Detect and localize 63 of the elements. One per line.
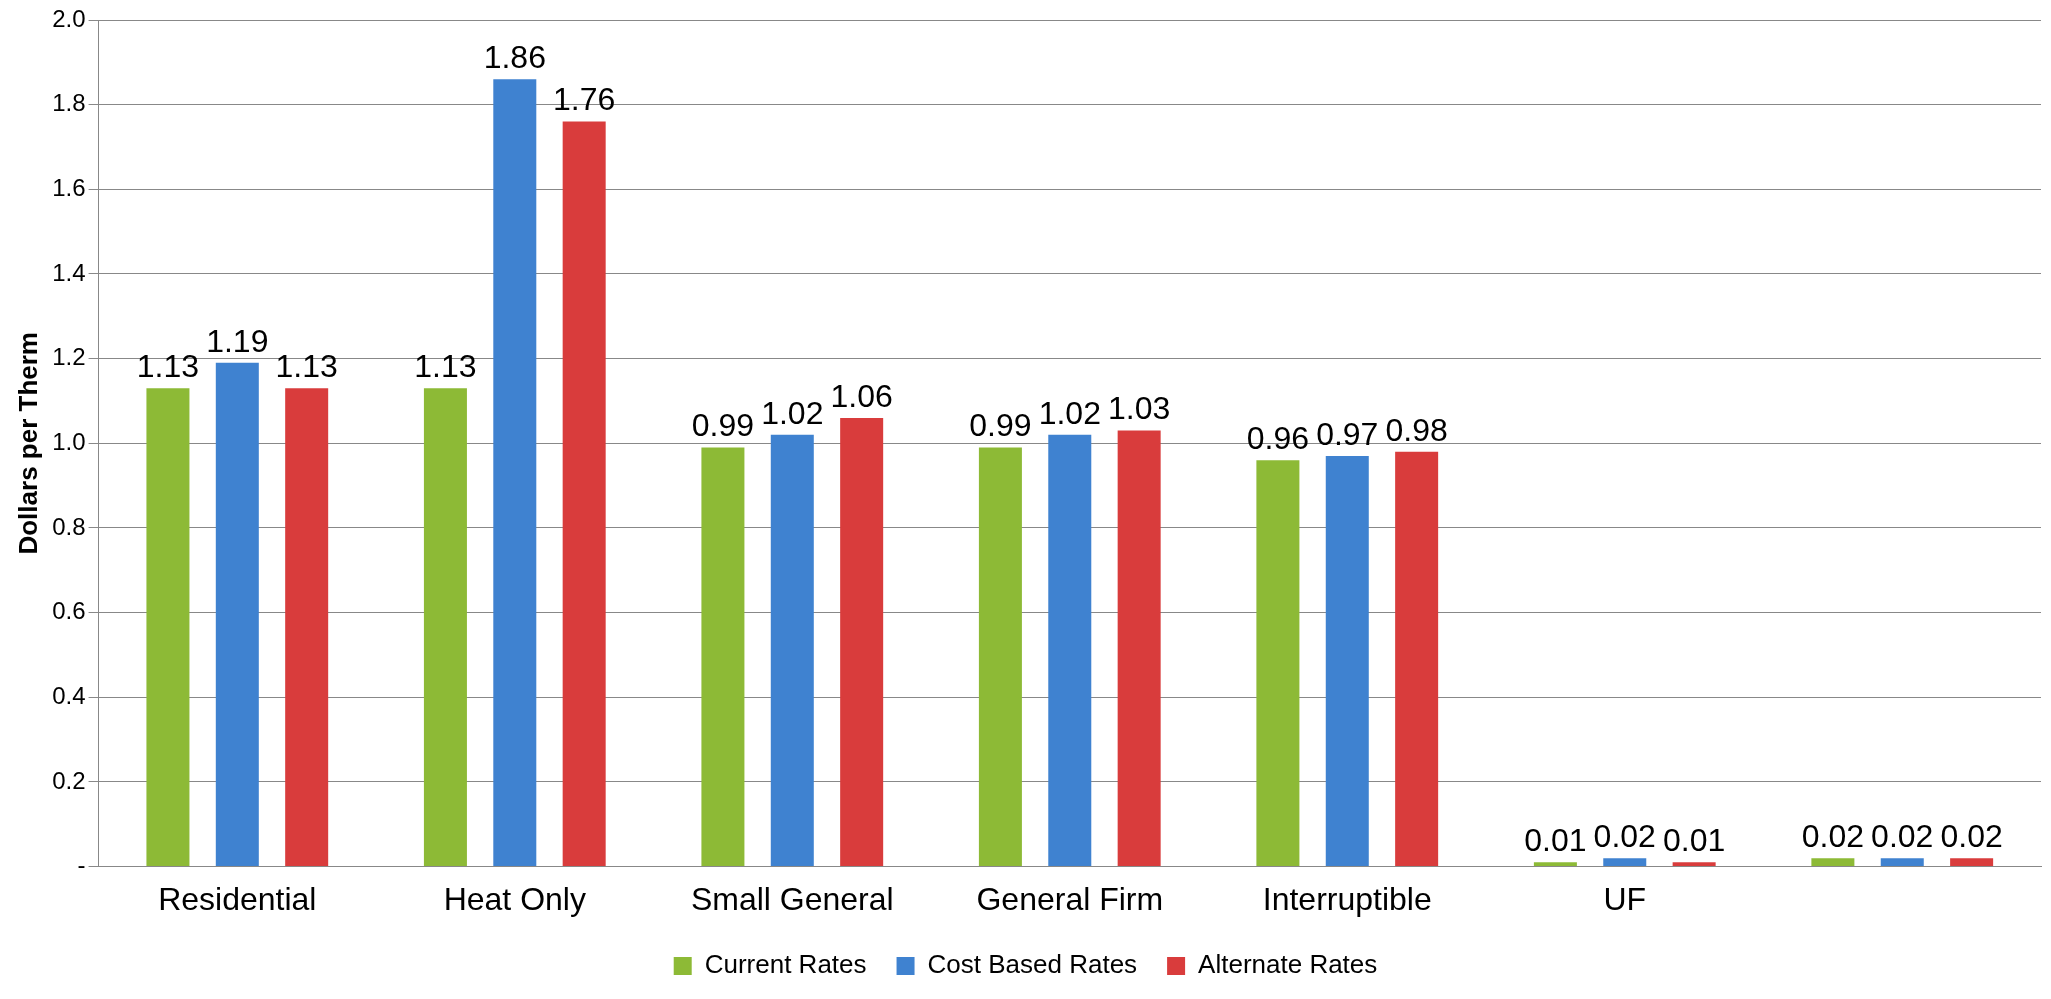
data-label: 0.02	[1593, 817, 1656, 854]
bar	[1048, 434, 1092, 867]
bar	[285, 388, 329, 867]
data-label: 0.98	[1385, 411, 1448, 448]
x-tick-label: General Firm	[976, 880, 1164, 917]
data-label: 1.19	[206, 322, 269, 359]
bar	[1256, 460, 1300, 867]
data-label: 1.06	[830, 377, 893, 414]
x-tick-label: Heat Only	[443, 880, 586, 917]
data-label: 1.13	[275, 348, 338, 385]
bar	[146, 388, 190, 867]
y-tick-label: 1.4	[52, 258, 86, 286]
x-tick-label: UF	[1603, 880, 1647, 917]
data-label: 1.86	[483, 39, 546, 76]
bar	[840, 417, 884, 867]
data-label: 0.02	[1801, 817, 1865, 854]
bar	[215, 362, 259, 867]
bar	[1950, 858, 1994, 867]
data-label: 0.02	[1940, 817, 2003, 854]
y-tick-label: -	[77, 851, 86, 879]
bar	[1325, 456, 1369, 867]
bar	[770, 434, 814, 867]
bar	[1811, 858, 1855, 867]
data-label: 0.01	[1663, 822, 1726, 859]
legend-label: Cost Based Rates	[927, 949, 1138, 980]
data-label: 1.13	[136, 348, 200, 385]
data-label: 0.97	[1316, 415, 1379, 452]
bar	[1395, 451, 1439, 867]
legend-label: Alternate Rates	[1198, 949, 1378, 980]
data-label: 1.76	[553, 81, 616, 118]
x-tick-label: Interruptible	[1262, 880, 1432, 917]
data-label: 0.01	[1524, 822, 1587, 859]
bar	[1603, 858, 1647, 867]
y-tick-label: 0.6	[52, 597, 86, 625]
bar	[423, 388, 467, 867]
data-label: 1.02	[761, 394, 824, 431]
data-label: 1.13	[414, 348, 477, 385]
bar	[701, 447, 745, 867]
bar	[1880, 858, 1924, 867]
y-axis-title: Dollars per Therm	[12, 332, 43, 555]
y-tick-label: 1.0	[52, 427, 86, 455]
bar	[493, 79, 537, 867]
y-tick-label: 2.0	[52, 4, 86, 32]
bar	[978, 447, 1022, 867]
bar	[1672, 862, 1716, 867]
data-label: 0.96	[1246, 420, 1310, 457]
y-tick-label: 1.8	[52, 89, 86, 117]
x-tick-label: Small General	[690, 880, 894, 917]
y-tick-label: 0.4	[52, 681, 86, 709]
data-label: 0.02	[1871, 817, 1934, 854]
bar	[562, 121, 606, 867]
y-tick-label: 0.8	[52, 512, 86, 540]
bar	[1117, 430, 1161, 867]
data-label: 0.99	[691, 407, 755, 444]
legend-label: Current Rates	[704, 949, 867, 980]
y-tick-label: 1.2	[52, 343, 86, 371]
x-tick-label: Residential	[158, 880, 317, 917]
data-label: 0.99	[969, 407, 1032, 444]
data-label: 1.03	[1108, 390, 1171, 427]
y-tick-label: 1.6	[52, 173, 86, 201]
data-label: 1.02	[1038, 394, 1101, 431]
y-tick-label: 0.2	[52, 766, 86, 794]
bar	[1533, 862, 1577, 867]
